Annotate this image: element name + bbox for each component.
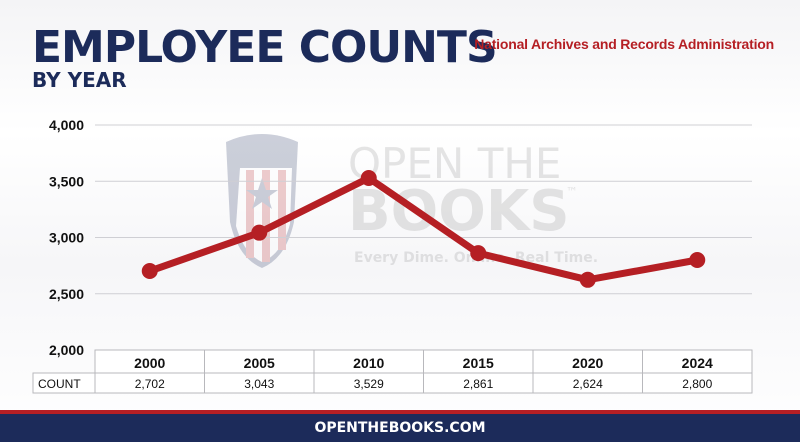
x-category-label: 2024 [682, 355, 713, 371]
series-line-group [141, 169, 706, 288]
data-point [360, 169, 377, 186]
table-row-label: COUNT [38, 377, 81, 391]
y-tick-label: 2,000 [49, 342, 84, 358]
table-row-header-cell [32, 372, 96, 394]
data-table: COUNT 2000 2,702 2005 3,043 2010 3,529 2015 2,86… [32, 349, 753, 394]
data-value-label: 3,043 [244, 377, 274, 391]
agency-name: National Archives and Records Administra… [474, 36, 774, 52]
y-tick-label: 2,500 [49, 286, 84, 302]
data-value-label: 3,529 [354, 377, 384, 391]
data-point [470, 245, 487, 262]
footer-red-stripe [0, 410, 800, 414]
data-point [689, 252, 706, 268]
y-tick-label: 3,500 [49, 173, 84, 189]
shield-logo-icon [226, 134, 298, 268]
employee-count-chart: OPEN THE BOOKS ™ Every Dime. Online. Rea… [32, 117, 753, 394]
data-point [141, 263, 158, 280]
data-point [251, 224, 268, 241]
x-category-label: 2005 [244, 355, 275, 371]
open-the-books-watermark: OPEN THE BOOKS ™ Every Dime. Online. Rea… [226, 134, 598, 268]
footer-site-link[interactable]: OPENTHEBOOKS.COM [0, 414, 800, 442]
series-line [146, 174, 701, 284]
data-point [579, 271, 596, 288]
y-tick-label: 4,000 [49, 117, 84, 133]
page-title: EMPLOYEE COUNTS [32, 22, 498, 73]
y-axis-ticks: 2,000 2,500 3,000 3,500 4,000 [49, 117, 84, 358]
x-category-label: 2000 [134, 355, 165, 371]
x-category-label: 2015 [463, 355, 494, 371]
x-category-label: 2020 [572, 355, 603, 371]
watermark-line1: OPEN THE [348, 139, 561, 188]
x-category-label: 2010 [353, 355, 384, 371]
data-value-label: 2,800 [682, 377, 712, 391]
data-value-label: 2,702 [135, 377, 165, 391]
y-tick-label: 3,000 [49, 230, 84, 246]
data-value-label: 2,861 [463, 377, 493, 391]
page-subtitle: BY YEAR [32, 68, 127, 92]
watermark-trademark: ™ [566, 185, 578, 199]
data-value-label: 2,624 [573, 377, 603, 391]
